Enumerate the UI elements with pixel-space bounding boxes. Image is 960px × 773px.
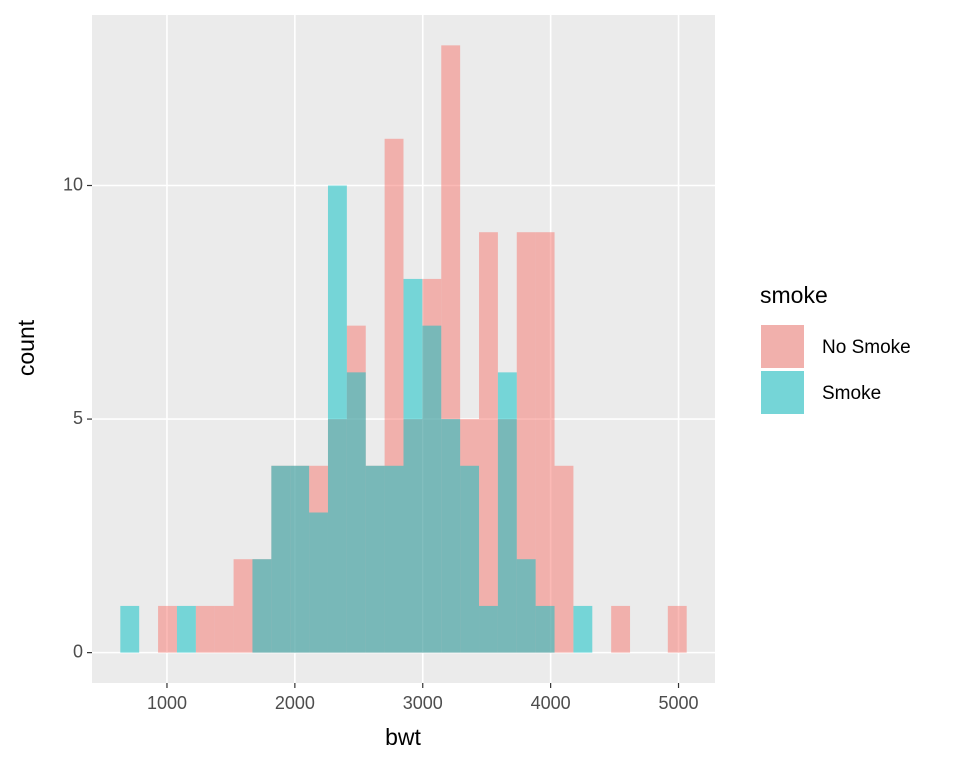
histogram-bar	[290, 465, 310, 653]
histogram-bar	[158, 605, 177, 653]
legend-title: smoke	[760, 282, 828, 308]
histogram-bar	[573, 605, 593, 653]
histogram-bar	[271, 465, 291, 653]
histogram-bar	[309, 512, 328, 653]
histogram-bar	[252, 559, 272, 653]
histogram-bar	[195, 605, 215, 653]
histogram-bar	[611, 605, 631, 653]
legend-label: Smoke	[822, 383, 881, 404]
x-tick-label: 3000	[403, 693, 443, 713]
histogram-bar	[346, 372, 366, 653]
histogram-bar	[535, 232, 555, 653]
x-tick-label: 4000	[531, 693, 571, 713]
x-tick-label: 1000	[147, 693, 187, 713]
histogram-bar	[460, 465, 480, 653]
histogram-bar	[667, 605, 687, 653]
y-tick-label: 5	[73, 408, 83, 428]
histogram-bar	[479, 232, 498, 653]
histogram-bar	[176, 605, 196, 653]
y-axis-title: count	[13, 319, 39, 376]
histogram-bar	[214, 605, 234, 653]
histogram-bar	[516, 232, 536, 653]
histogram-bar	[554, 465, 574, 653]
histogram-bar	[120, 605, 140, 653]
histogram-bar	[422, 325, 442, 653]
histogram-bar	[365, 465, 385, 653]
y-tick-label: 10	[63, 174, 83, 194]
histogram-bar	[233, 559, 253, 653]
x-tick-label: 5000	[659, 693, 699, 713]
x-axis-title: bwt	[385, 724, 421, 750]
histogram-bar	[479, 605, 498, 653]
legend-label: No Smoke	[822, 337, 911, 358]
legend-key	[761, 325, 804, 368]
histogram-bar	[516, 559, 536, 653]
histogram-bar	[384, 465, 404, 653]
legend-key	[761, 371, 804, 414]
histogram-bar	[403, 278, 423, 653]
histogram-bar	[497, 372, 517, 653]
histogram-bar	[535, 605, 555, 653]
histogram-bar	[327, 185, 347, 653]
histogram-bar	[441, 419, 461, 653]
y-tick-label: 0	[73, 641, 83, 661]
x-tick-label: 2000	[275, 693, 315, 713]
